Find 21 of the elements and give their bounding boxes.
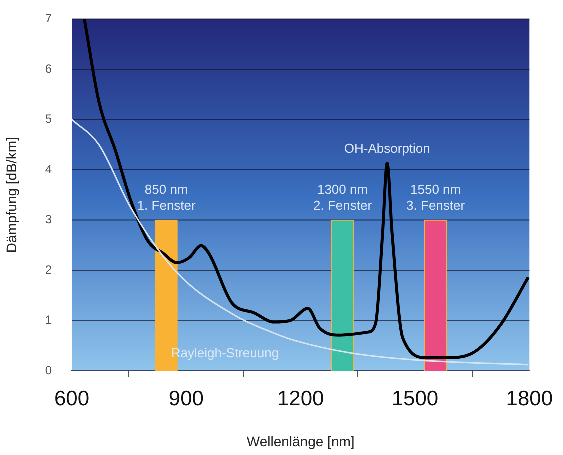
x-tick-label: 1500 [392, 387, 439, 410]
x-tick-label: 1200 [277, 387, 324, 410]
annotation: 1300 nm 2. Fenster [314, 182, 373, 213]
x-tick-label: 1800 [506, 387, 553, 410]
y-tick-label: 6 [45, 62, 52, 76]
y-tick-label: 3 [45, 212, 52, 227]
x-axis-title: Wellenlänge [nm] [246, 433, 355, 450]
annotation: 1550 nm 3. Fenster [406, 182, 466, 213]
x-tick-label: 900 [168, 387, 204, 410]
line-series [72, 118, 530, 366]
y-tick-label: 0 [45, 363, 52, 378]
y-tick-label: 2 [45, 262, 52, 277]
annotation: 850 nm 1. Fenster [137, 182, 197, 213]
y-tick-label: 5 [45, 112, 52, 126]
y-tick-label: 4 [45, 162, 52, 176]
annotation: OH-Absorption [344, 141, 430, 156]
x-tick-label: 600 [54, 387, 90, 410]
y-tick-label: 7 [45, 12, 52, 26]
line-series [83, 19, 530, 360]
y-tick-label: 1 [45, 313, 52, 328]
y-axis-title: Dämpfung [dB/km] [3, 137, 20, 254]
